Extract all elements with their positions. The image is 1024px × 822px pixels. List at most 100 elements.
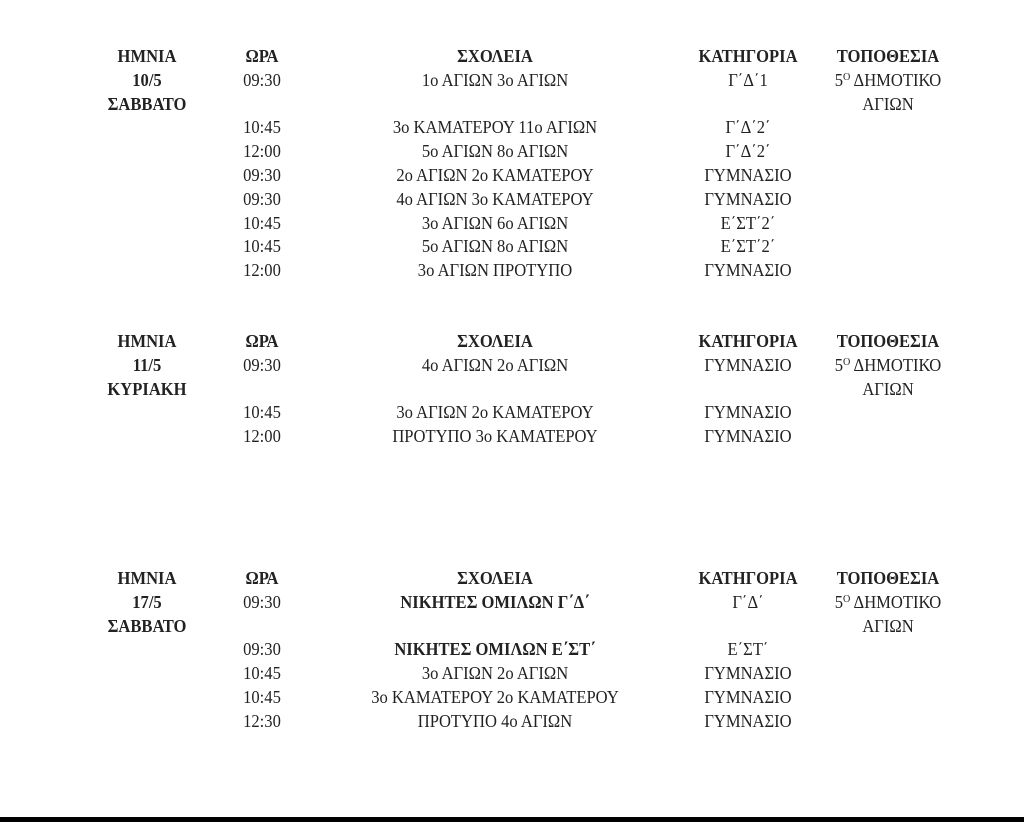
header-schools: ΣΧΟΛΕΙΑ bbox=[457, 46, 533, 66]
table-row: 10:45 3ο ΚΑΜΑΤΕΡΟΥ 2ο ΚΑΜΑΤΕΡΟΥ ΓΥΜΝΑΣΙΟ bbox=[0, 686, 1024, 710]
match-time: 09:30 bbox=[243, 164, 281, 185]
header-category: ΚΑΤΗΓΟΡΙΑ bbox=[698, 46, 798, 66]
match-schools: 4ο ΑΓΙΩΝ 2ο ΑΓΙΩΝ bbox=[421, 354, 569, 375]
match-schools: 5ο ΑΓΙΩΝ 8ο ΑΓΙΩΝ bbox=[421, 236, 569, 257]
location-line2: ΑΓΙΩΝ bbox=[862, 378, 914, 399]
match-schools: ΝΙΚΗΤΕΣ ΟΜΙΛΩΝ Γ΄Δ΄ bbox=[400, 591, 590, 612]
header-category: ΚΑΤΗΓΟΡΙΑ bbox=[698, 331, 798, 351]
date: 11/5 bbox=[132, 354, 162, 375]
header-date: ΗΜΝΙΑ bbox=[117, 46, 177, 66]
table-row: ΚΥΡΙΑΚΗ ΑΓΙΩΝ bbox=[0, 378, 1024, 402]
schedule-table: ΗΜΝΙΑ ΩΡΑ ΣΧΟΛΕΙΑ ΚΑΤΗΓΟΡΙΑ ΤΟΠΟΘΕΣΙΑ 17/5 09:… bbox=[0, 567, 1024, 734]
location-number: 5 bbox=[834, 69, 844, 90]
match-time: 09:30 bbox=[243, 354, 281, 375]
match-time: 12:00 bbox=[243, 141, 281, 162]
match-category: Ε΄ΣΤ΄ bbox=[727, 639, 769, 660]
match-schools: 3ο ΑΓΙΩΝ 2ο ΚΑΜΑΤΕΡΟΥ bbox=[396, 402, 594, 423]
match-category: ΓΥΜΝΑΣΙΟ bbox=[704, 663, 792, 684]
header-row: ΗΜΝΙΑ ΩΡΑ ΣΧΟΛΕΙΑ ΚΑΤΗΓΟΡΙΑ ΤΟΠΟΘΕΣΙΑ bbox=[0, 567, 1024, 591]
match-category: ΓΥΜΝΑΣΙΟ bbox=[704, 164, 792, 185]
table-row: 10:45 3ο ΑΓΙΩΝ 6ο ΑΓΙΩΝ Ε΄ΣΤ΄2΄ bbox=[0, 212, 1024, 236]
table-row: 12:30 ΠΡΟΤΥΠΟ 4ο ΑΓΙΩΝ ΓΥΜΝΑΣΙΟ bbox=[0, 710, 1024, 734]
location-line2: ΑΓΙΩΝ bbox=[862, 615, 914, 636]
match-schools: ΠΡΟΤΥΠΟ 3ο ΚΑΜΑΤΕΡΟΥ bbox=[392, 426, 598, 447]
match-category: Ε΄ΣΤ΄2΄ bbox=[720, 236, 776, 257]
match-time: 10:45 bbox=[243, 686, 281, 707]
match-schools: 1ο ΑΓΙΩΝ 3ο ΑΓΙΩΝ bbox=[421, 69, 569, 90]
table-row: 10:45 3ο ΑΓΙΩΝ 2ο ΑΓΙΩΝ ΓΥΜΝΑΣΙΟ bbox=[0, 662, 1024, 686]
match-schools: 2ο ΑΓΙΩΝ 2ο ΚΑΜΑΤΕΡΟΥ bbox=[396, 164, 594, 185]
table-row: 12:00 3ο ΑΓΙΩΝ ΠΡΟΤΥΠΟ ΓΥΜΝΑΣΙΟ bbox=[0, 259, 1024, 283]
table-row: 10:45 3ο ΑΓΙΩΝ 2ο ΚΑΜΑΤΕΡΟΥ ΓΥΜΝΑΣΙΟ bbox=[0, 401, 1024, 425]
location-superscript: Ο bbox=[843, 592, 851, 605]
match-category: ΓΥΜΝΑΣΙΟ bbox=[704, 402, 792, 423]
header-time: ΩΡΑ bbox=[245, 46, 279, 66]
table-row: 09:30 4ο ΑΓΙΩΝ 3ο ΚΑΜΑΤΕΡΟΥ ΓΥΜΝΑΣΙΟ bbox=[0, 188, 1024, 212]
location-name: ΔΗΜΟΤΙΚΟ bbox=[853, 591, 942, 612]
location-name: ΔΗΜΟΤΙΚΟ bbox=[853, 354, 942, 375]
match-schools: 3ο ΑΓΙΩΝ 2ο ΑΓΙΩΝ bbox=[421, 663, 569, 684]
table-row: ΣΑΒΒΑΤΟ ΑΓΙΩΝ bbox=[0, 93, 1024, 117]
match-category: Γ΄Δ΄ bbox=[732, 591, 764, 612]
table-row: 17/5 09:30 ΝΙΚΗΤΕΣ ΟΜΙΛΩΝ Γ΄Δ΄ Γ΄Δ΄ 5Ο ΔΗΜΟΤ… bbox=[0, 591, 1024, 615]
date: 17/5 bbox=[132, 591, 162, 612]
location-line1: 5Ο ΔΗΜΟΤΙΚΟ bbox=[819, 354, 957, 378]
bottom-bar bbox=[0, 817, 1024, 822]
location-superscript: Ο bbox=[843, 355, 851, 368]
match-time: 09:30 bbox=[243, 591, 281, 612]
header-schools: ΣΧΟΛΕΙΑ bbox=[457, 568, 533, 588]
match-schools: 3ο ΑΓΙΩΝ 6ο ΑΓΙΩΝ bbox=[421, 212, 569, 233]
table-row: ΣΑΒΒΑΤΟ ΑΓΙΩΝ bbox=[0, 615, 1024, 639]
header-row: ΗΜΝΙΑ ΩΡΑ ΣΧΟΛΕΙΑ ΚΑΤΗΓΟΡΙΑ ΤΟΠΟΘΕΣΙΑ bbox=[0, 330, 1024, 354]
match-schools: 3ο ΚΑΜΑΤΕΡΟΥ 2ο ΚΑΜΑΤΕΡΟΥ bbox=[371, 686, 619, 707]
match-time: 10:45 bbox=[243, 402, 281, 423]
table-row: 11/5 09:30 4ο ΑΓΙΩΝ 2ο ΑΓΙΩΝ ΓΥΜΝΑΣΙΟ 5Ο ΔΗΜ… bbox=[0, 354, 1024, 378]
location-name: ΔΗΜΟΤΙΚΟ bbox=[853, 69, 942, 90]
table-row: 09:30 ΝΙΚΗΤΕΣ ΟΜΙΛΩΝ Ε΄ΣΤ΄ Ε΄ΣΤ΄ bbox=[0, 638, 1024, 662]
match-schools: ΝΙΚΗΤΕΣ ΟΜΙΛΩΝ Ε΄ΣΤ΄ bbox=[394, 639, 596, 660]
match-category: ΓΥΜΝΑΣΙΟ bbox=[704, 686, 792, 707]
header-location: ΤΟΠΟΘΕΣΙΑ bbox=[836, 331, 940, 351]
header-time: ΩΡΑ bbox=[245, 331, 279, 351]
match-category: Γ΄Δ΄2΄ bbox=[725, 141, 771, 162]
match-time: 12:00 bbox=[243, 426, 281, 447]
match-time: 10:45 bbox=[243, 663, 281, 684]
match-time: 09:30 bbox=[243, 639, 281, 660]
location-line1: 5Ο ΔΗΜΟΤΙΚΟ bbox=[819, 69, 957, 93]
match-time: 10:45 bbox=[243, 236, 281, 257]
location-number: 5 bbox=[834, 591, 844, 612]
table-row: 10/5 09:30 1ο ΑΓΙΩΝ 3ο ΑΓΙΩΝ Γ΄Δ΄1 5Ο ΔΗΜΟΤΙ… bbox=[0, 69, 1024, 93]
schedule-table: ΗΜΝΙΑ ΩΡΑ ΣΧΟΛΕΙΑ ΚΑΤΗΓΟΡΙΑ ΤΟΠΟΘΕΣΙΑ 11/5 09:… bbox=[0, 330, 1024, 449]
location-line2: ΑΓΙΩΝ bbox=[862, 93, 914, 114]
table-row: 12:00 ΠΡΟΤΥΠΟ 3ο ΚΑΜΑΤΕΡΟΥ ΓΥΜΝΑΣΙΟ bbox=[0, 425, 1024, 449]
day-name: ΚΥΡΙΑΚΗ bbox=[107, 378, 187, 399]
location-superscript: Ο bbox=[843, 70, 851, 83]
table-row: 12:00 5ο ΑΓΙΩΝ 8ο ΑΓΙΩΝ Γ΄Δ΄2΄ bbox=[0, 140, 1024, 164]
match-category: ΓΥΜΝΑΣΙΟ bbox=[704, 710, 792, 731]
header-schools: ΣΧΟΛΕΙΑ bbox=[457, 331, 533, 351]
match-time: 09:30 bbox=[243, 188, 281, 209]
match-time: 10:45 bbox=[243, 117, 281, 138]
match-time: 09:30 bbox=[243, 69, 281, 90]
match-time: 12:00 bbox=[243, 260, 281, 281]
header-row: ΗΜΝΙΑ ΩΡΑ ΣΧΟΛΕΙΑ ΚΑΤΗΓΟΡΙΑ ΤΟΠΟΘΕΣΙΑ bbox=[0, 45, 1024, 69]
location-number: 5 bbox=[834, 354, 844, 375]
header-location: ΤΟΠΟΘΕΣΙΑ bbox=[836, 568, 940, 588]
match-category: ΓΥΜΝΑΣΙΟ bbox=[704, 260, 792, 281]
match-schools: 4ο ΑΓΙΩΝ 3ο ΚΑΜΑΤΕΡΟΥ bbox=[396, 188, 594, 209]
match-category: ΓΥΜΝΑΣΙΟ bbox=[704, 354, 792, 375]
table-row: 10:45 3ο ΚΑΜΑΤΕΡΟΥ 11ο ΑΓΙΩΝ Γ΄Δ΄2΄ bbox=[0, 116, 1024, 140]
match-schools: ΠΡΟΤΥΠΟ 4ο ΑΓΙΩΝ bbox=[417, 710, 573, 731]
table-row: 10:45 5ο ΑΓΙΩΝ 8ο ΑΓΙΩΝ Ε΄ΣΤ΄2΄ bbox=[0, 235, 1024, 259]
header-date: ΗΜΝΙΑ bbox=[117, 568, 177, 588]
header-location: ΤΟΠΟΘΕΣΙΑ bbox=[836, 46, 940, 66]
schedule-table: ΗΜΝΙΑ ΩΡΑ ΣΧΟΛΕΙΑ ΚΑΤΗΓΟΡΙΑ ΤΟΠΟΘΕΣΙΑ 10/5 09:… bbox=[0, 45, 1024, 283]
match-category: Γ΄Δ΄1 bbox=[728, 69, 768, 90]
location-line1: 5Ο ΔΗΜΟΤΙΚΟ bbox=[819, 591, 957, 615]
header-time: ΩΡΑ bbox=[245, 568, 279, 588]
match-schools: 5ο ΑΓΙΩΝ 8ο ΑΓΙΩΝ bbox=[421, 141, 569, 162]
match-time: 12:30 bbox=[243, 710, 281, 731]
match-category: ΓΥΜΝΑΣΙΟ bbox=[704, 426, 792, 447]
header-date: ΗΜΝΙΑ bbox=[117, 331, 177, 351]
day-name: ΣΑΒΒΑΤΟ bbox=[107, 93, 187, 114]
